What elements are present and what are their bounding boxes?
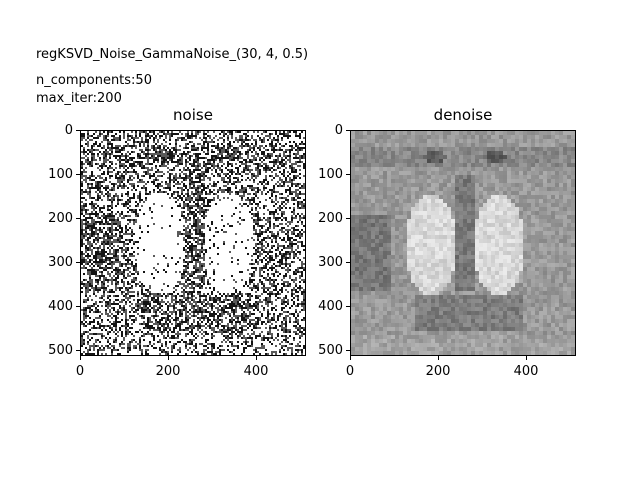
- x-tick: [80, 356, 81, 360]
- y-tick-label: 300: [48, 255, 73, 270]
- y-tick-label: 500: [318, 343, 343, 358]
- y-tick: [346, 130, 350, 131]
- y-tick-label: 200: [48, 211, 73, 226]
- x-tick-label: 400: [513, 364, 539, 379]
- param-n-components: n_components:50: [36, 73, 152, 88]
- x-tick: [350, 356, 351, 360]
- y-tick-label: 100: [48, 167, 73, 182]
- noise-image: [80, 130, 306, 356]
- x-tick: [438, 356, 439, 360]
- y-tick-label: 500: [48, 343, 73, 358]
- x-tick-label: 400: [243, 364, 269, 379]
- y-tick: [346, 350, 350, 351]
- param-max-iter: max_iter:200: [36, 91, 122, 106]
- y-tick: [76, 174, 80, 175]
- denoise-panel-title: denoise: [433, 106, 493, 124]
- x-tick: [526, 356, 527, 360]
- y-tick-label: 200: [318, 211, 343, 226]
- y-tick: [346, 262, 350, 263]
- noise-panel-title: noise: [173, 106, 213, 124]
- figure-title: regKSVD_Noise_GammaNoise_(30, 4, 0.5): [36, 47, 309, 62]
- y-tick: [76, 306, 80, 307]
- y-tick: [346, 218, 350, 219]
- y-tick: [346, 174, 350, 175]
- x-tick-label: 0: [75, 364, 85, 379]
- y-tick-label: 400: [318, 299, 343, 314]
- y-tick: [76, 130, 80, 131]
- y-tick-label: 300: [318, 255, 343, 270]
- y-tick: [76, 350, 80, 351]
- x-tick-label: 0: [345, 364, 355, 379]
- x-tick: [256, 356, 257, 360]
- denoise-image: [350, 130, 576, 356]
- y-tick: [76, 262, 80, 263]
- x-tick-label: 200: [425, 364, 451, 379]
- y-tick-label: 100: [318, 167, 343, 182]
- y-tick-label: 0: [334, 123, 343, 138]
- y-tick-label: 0: [64, 123, 73, 138]
- x-tick-label: 200: [155, 364, 181, 379]
- y-tick-label: 400: [48, 299, 73, 314]
- y-tick: [76, 218, 80, 219]
- x-tick: [168, 356, 169, 360]
- y-tick: [346, 306, 350, 307]
